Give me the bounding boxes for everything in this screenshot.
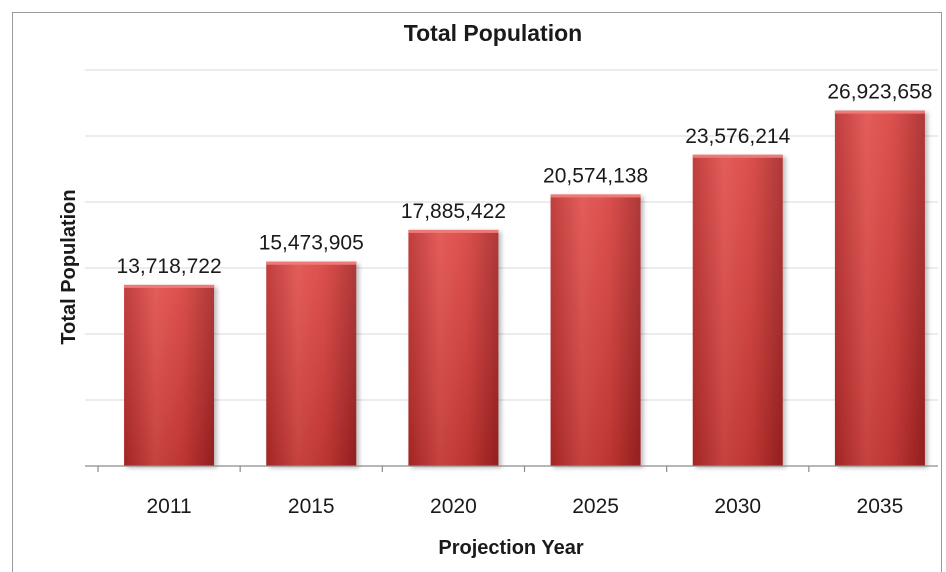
chart-title: Total Population [404, 20, 582, 46]
x-tick-2025: 2025 [572, 495, 619, 518]
data-label-2025: 20,574,138 [543, 164, 648, 187]
x-tick-2030: 2030 [714, 495, 761, 518]
bar-shade [834, 110, 925, 466]
bar-shade [550, 194, 641, 466]
x-tick-2011: 2011 [146, 495, 191, 518]
bar-top-highlight [692, 154, 783, 158]
bar-top-highlight [266, 261, 357, 265]
bars [124, 110, 925, 466]
data-label-2035: 26,923,658 [827, 81, 932, 104]
data-label-2015: 15,473,905 [259, 232, 364, 255]
bar-shade [266, 261, 357, 466]
y-axis-title: Total Population [58, 189, 80, 344]
bar-top-highlight [124, 284, 215, 288]
bar-top-highlight [550, 194, 641, 198]
bar-shade [124, 284, 215, 466]
bar-2015 [266, 261, 357, 466]
bar-2035 [834, 110, 925, 466]
data-label-2011: 13,718,722 [117, 255, 222, 278]
data-label-2020: 17,885,422 [401, 200, 506, 223]
data-label-2030: 23,576,214 [685, 125, 790, 148]
bar-top-highlight [408, 229, 499, 233]
bar-2020 [408, 229, 499, 466]
bar-top-highlight [834, 110, 925, 114]
bar-2025 [550, 194, 641, 466]
x-tick-2015: 2015 [288, 495, 335, 518]
x-tick-2020: 2020 [430, 495, 477, 518]
data-labels: 13,718,722 15,473,905 17,885,422 20,574,138… [117, 81, 933, 278]
x-tick-labels: 2011 2015 2020 2025 2030 2035 [97, 466, 904, 518]
bar-shade [408, 229, 499, 466]
bar-2030 [692, 154, 783, 466]
bar-2011 [124, 284, 215, 466]
x-tick-2035: 2035 [857, 495, 904, 518]
x-axis-title: Projection Year [438, 537, 583, 559]
bar-shade [692, 154, 783, 466]
gridlines [85, 69, 938, 401]
